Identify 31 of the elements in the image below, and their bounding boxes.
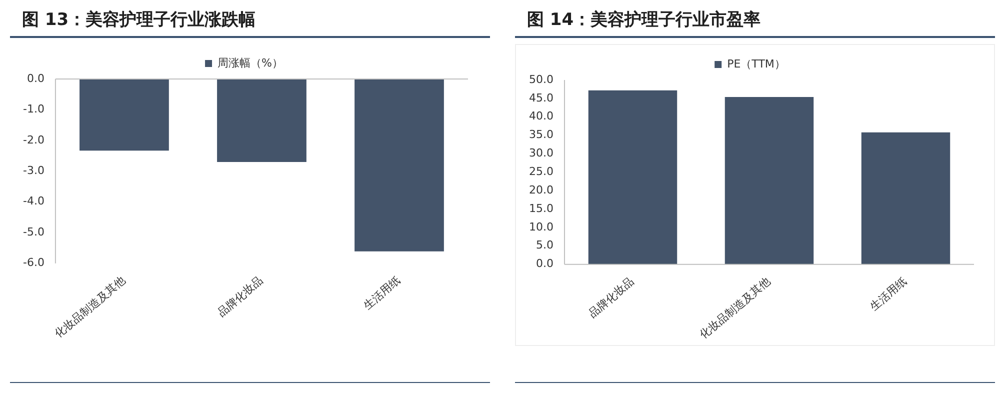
chart-title: 图 14：美容护理子行业市盈率 bbox=[515, 0, 995, 38]
y-tick-label: 40.0 bbox=[528, 110, 554, 123]
y-tick-label: 25.0 bbox=[528, 165, 554, 178]
y-tick-label: 30.0 bbox=[528, 146, 554, 160]
bar bbox=[724, 96, 814, 264]
x-tick-label: 生活用纸 bbox=[867, 274, 910, 314]
x-tick-label: 品牌化妆品 bbox=[215, 274, 266, 320]
chart-title: 图 13：美容护理子行业涨跌幅 bbox=[10, 0, 490, 38]
y-tick-label: -5.0 bbox=[22, 225, 44, 238]
y-tick-label: 15.0 bbox=[528, 202, 554, 215]
legend-label: PE（TTM） bbox=[727, 57, 786, 70]
y-tick-label: 10.0 bbox=[528, 220, 554, 234]
y-tick-label: -2.0 bbox=[22, 133, 44, 146]
y-tick-label: -6.0 bbox=[22, 256, 44, 270]
legend-label: 周涨幅（%） bbox=[218, 56, 283, 70]
y-tick-label: 45.0 bbox=[528, 91, 554, 104]
y-tick-label: -1.0 bbox=[22, 102, 44, 116]
bar bbox=[861, 132, 950, 264]
y-tick-label: 20.0 bbox=[528, 183, 554, 196]
x-tick-label: 化妆品制造及其他 bbox=[697, 274, 774, 342]
y-tick-label: -4.0 bbox=[22, 194, 44, 208]
y-tick-label: -3.0 bbox=[22, 164, 44, 178]
y-tick-label: 5.0 bbox=[536, 238, 554, 252]
y-tick-label: 0.0 bbox=[536, 257, 554, 270]
bar bbox=[588, 90, 678, 264]
x-tick-label: 生活用纸 bbox=[360, 274, 404, 312]
x-tick-label: 化妆品制造及其他 bbox=[52, 274, 128, 340]
x-tick-label: 品牌化妆品 bbox=[586, 274, 637, 320]
y-tick-label: 35.0 bbox=[528, 128, 554, 142]
y-tick-label: 0.0 bbox=[26, 72, 44, 85]
y-tick-label: 50.0 bbox=[528, 72, 554, 86]
